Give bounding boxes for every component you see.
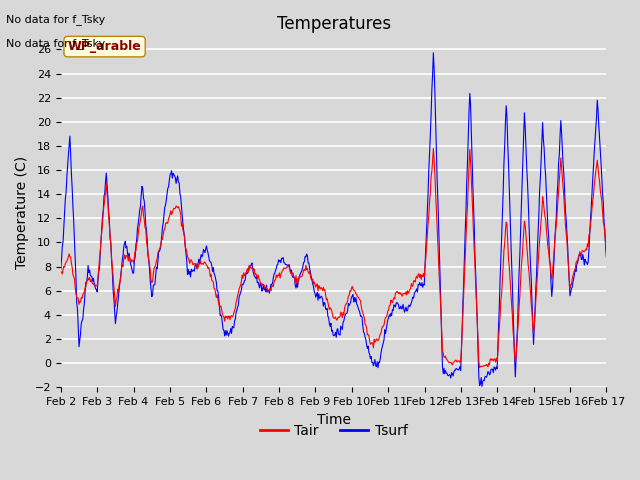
Legend: Tair, Tsurf: Tair, Tsurf <box>254 418 413 444</box>
Y-axis label: Temperature (C): Temperature (C) <box>15 156 29 269</box>
Title: Temperatures: Temperatures <box>276 15 390 33</box>
Text: No data for f_Tsky: No data for f_Tsky <box>6 14 106 25</box>
X-axis label: Time: Time <box>317 413 351 427</box>
Text: No data for f_Tsky: No data for f_Tsky <box>6 38 106 49</box>
Text: WP_arable: WP_arable <box>68 40 141 53</box>
